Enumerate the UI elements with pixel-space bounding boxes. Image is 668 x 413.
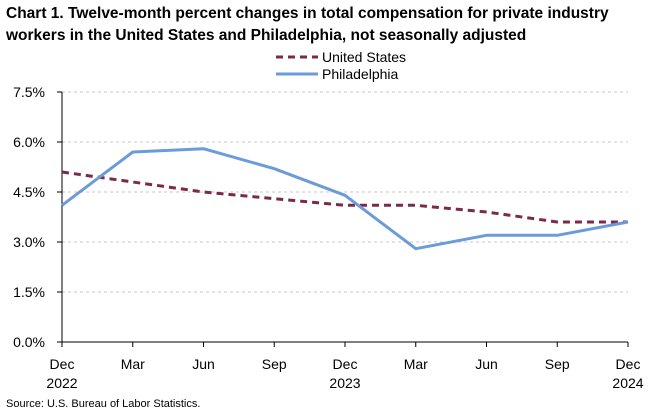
y-tick-label: 6.0% bbox=[13, 134, 45, 150]
x-tick-label: Mar bbox=[404, 356, 428, 372]
source-note: Source: U.S. Bureau of Labor Statistics. bbox=[6, 398, 201, 410]
legend-label-united-states: United States bbox=[322, 49, 406, 65]
series-lines bbox=[61, 147, 629, 251]
y-tick-label: 4.5% bbox=[13, 184, 45, 200]
x-axis-ticks: Dec 2022 Mar Jun Sep Dec 2023 Mar Jun Sep Dec 2024 bbox=[46, 356, 643, 391]
y-tick-label: 1.5% bbox=[13, 284, 45, 300]
axes bbox=[57, 91, 629, 347]
x-tick-label: Dec bbox=[616, 356, 641, 372]
y-tick-label: 7.5% bbox=[13, 84, 45, 100]
x-tick-label: Sep bbox=[545, 356, 570, 372]
x-tick-label: Sep bbox=[262, 356, 287, 372]
gridlines bbox=[62, 91, 628, 293]
legend-label-philadelphia: Philadelphia bbox=[322, 66, 398, 82]
y-tick-label: 3.0% bbox=[13, 234, 45, 250]
chart-title: Chart 1. Twelve-month percent changes in… bbox=[6, 5, 609, 44]
x-tick-label: Mar bbox=[121, 356, 145, 372]
x-tick-label: Jun bbox=[475, 356, 498, 372]
philadelphia-series-line bbox=[61, 147, 629, 251]
y-axis-ticks: 0.0% 1.5% 3.0% 4.5% 6.0% 7.5% bbox=[13, 84, 45, 350]
x-tick-year-label: 2024 bbox=[612, 375, 643, 391]
x-tick-label: Jun bbox=[192, 356, 215, 372]
x-tick-label: Dec bbox=[50, 356, 75, 372]
x-tick-label: Dec bbox=[333, 356, 358, 372]
x-tick-year-label: 2023 bbox=[329, 375, 360, 391]
united-states-series-line bbox=[61, 170, 628, 224]
x-tick-year-label: 2022 bbox=[46, 375, 77, 391]
y-tick-label: 0.0% bbox=[13, 334, 45, 350]
